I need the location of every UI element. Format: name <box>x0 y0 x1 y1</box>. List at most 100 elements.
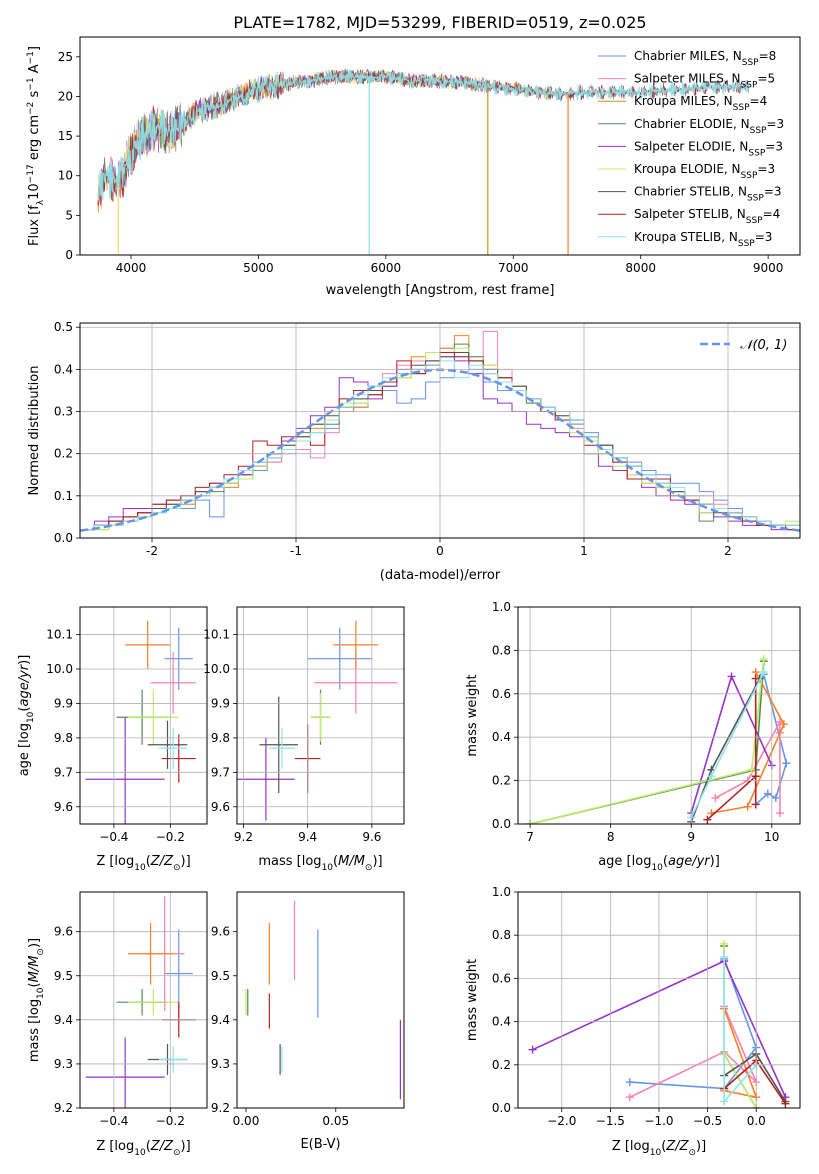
x-tick-label: 7000 <box>498 261 529 275</box>
x-tick-label: 0 <box>436 544 444 558</box>
label-part: )] <box>17 655 32 665</box>
weight-marker <box>763 789 772 798</box>
label-part: / <box>159 1139 166 1154</box>
label-part: )] <box>181 1139 191 1154</box>
y-axis-label: mass [log10(M/M⊙)] <box>27 938 46 1062</box>
label-part: −1 <box>26 51 36 64</box>
label-part: SSP <box>750 126 767 136</box>
axes-frame <box>79 891 208 1109</box>
y-tick-label: 9.3 <box>211 1057 230 1071</box>
label-part: Chabrier STELIB, N <box>634 185 747 199</box>
y-tick-label: 9.4 <box>54 1013 73 1027</box>
x-tick-label: 9 <box>687 830 695 844</box>
weight-marker <box>751 800 760 809</box>
x-tick-label: 2 <box>724 544 732 558</box>
label-part: erg cm <box>27 115 42 164</box>
panel-age_vs_Z: −0.4 −0.29.69.79.89.910.010.1Z [log10(Z/Z… <box>17 606 208 873</box>
x-axis-label: age [log10(age/yr)] <box>598 854 720 873</box>
label-part: Salpeter ELODIE, N <box>634 139 748 153</box>
plot-area <box>245 900 402 1100</box>
x-tick-label: 8 <box>607 830 615 844</box>
weight-marker <box>771 793 780 802</box>
label-part: ( <box>661 1139 666 1154</box>
x-tick-label: 9.2 <box>234 830 253 844</box>
y-tick-label: 0.4 <box>492 730 511 744</box>
x-tick-label: 5000 <box>243 261 274 275</box>
plot-area <box>97 68 750 255</box>
x-axis-label: (data-model)/error <box>380 568 501 583</box>
weight-marker <box>775 809 784 818</box>
x-tick-label: −0.5 <box>693 1114 722 1128</box>
label-part: Z <box>150 1139 161 1154</box>
legend-label: Salpeter MILES, NSSP=5 <box>634 72 775 91</box>
label-part: )] <box>696 1139 706 1154</box>
x-axis-label: Z [log10(Z/Z⊙)] <box>612 1139 706 1158</box>
y-tick-label: 0.0 <box>54 531 73 545</box>
panel-mass_vs_Z: −0.4 −0.29.29.39.49.59.6Z [log10(Z/Z⊙)]ma… <box>27 891 208 1158</box>
label-part: Kroupa ELODIE, N <box>634 162 741 176</box>
label-part: Chabrier MILES, N <box>634 49 742 63</box>
y-tick-label: 9.5 <box>211 969 230 983</box>
x-tick-label: −2.0 <box>547 1114 576 1128</box>
label-part: −1 <box>26 77 36 90</box>
label-part: =4 <box>750 94 768 108</box>
label-part: M <box>338 854 349 869</box>
label-part: −17 <box>26 164 36 183</box>
label-part: / <box>17 676 32 683</box>
plot-area <box>526 655 791 824</box>
x-tick-label: −0.2 <box>156 1114 185 1128</box>
y-tick-label: 5 <box>65 208 73 222</box>
label-part: =3 <box>766 117 784 131</box>
label-part: age [log <box>17 723 32 776</box>
axes-frame <box>79 606 208 825</box>
y-tick-label: 9.9 <box>211 696 230 710</box>
panel-mass_vs_ebv: 0.00 0.05 9.2 9.3 9.4 9.5 9.6 E(B-V) <box>211 891 405 1152</box>
label-part: Flux [f <box>27 205 42 246</box>
x-tick-label: 10 <box>764 830 779 844</box>
label-part: )] <box>372 854 382 869</box>
label-part: Z [log <box>96 854 134 869</box>
label-part: / <box>27 965 42 972</box>
y-tick-label: 10.1 <box>46 628 73 642</box>
label-part: =4 <box>763 207 781 221</box>
weight-line <box>711 671 785 814</box>
y-tick-label: 0.3 <box>54 405 73 419</box>
label-part: ( <box>27 982 42 987</box>
label-part: 10 <box>322 863 334 873</box>
y-tick-label: 9.8 <box>54 731 73 745</box>
label-part: yr <box>17 663 32 679</box>
figure-title: PLATE=1782, MJD=53299, FIBERID=0519, z=0… <box>233 13 646 32</box>
label-part: SSP <box>741 171 758 181</box>
plot-area <box>85 620 196 824</box>
label-part: Z [log <box>96 1139 134 1154</box>
label-part: M <box>27 956 42 967</box>
label-part: SSP <box>747 194 764 204</box>
x-tick-label: -2 <box>146 544 158 558</box>
y-tick-label: 9.6 <box>211 925 230 939</box>
y-tick-label: 0 <box>65 248 73 262</box>
y-tick-label: 9.2 <box>211 1101 230 1115</box>
y-tick-label: 20 <box>58 89 73 103</box>
label-part: Kroupa MILES, N <box>634 94 733 108</box>
label-part: 10 <box>27 183 42 200</box>
label-part: Z <box>679 1139 690 1154</box>
y-tick-label: 25 <box>58 50 73 64</box>
weight-marker <box>707 772 716 781</box>
legend-label: Kroupa ELODIE, NSSP=3 <box>634 162 775 181</box>
y-tick-label: 9.3 <box>54 1057 73 1071</box>
weight-marker <box>720 1097 729 1106</box>
y-tick-label: 10.1 <box>203 628 230 642</box>
y-axis-label: Normed distribution <box>27 366 42 496</box>
label-part: SSP <box>741 81 758 91</box>
y-tick-label: 9.5 <box>54 969 73 983</box>
x-tick-label: 7 <box>526 830 534 844</box>
y-axis-label: mass weight <box>465 674 480 756</box>
label-part: ( <box>17 707 32 712</box>
label-part: )] <box>710 854 720 869</box>
label-part: / <box>159 854 166 869</box>
y-tick-label: 0.8 <box>492 928 511 942</box>
axes-frame <box>79 322 801 539</box>
label-part: =3 <box>765 139 783 153</box>
